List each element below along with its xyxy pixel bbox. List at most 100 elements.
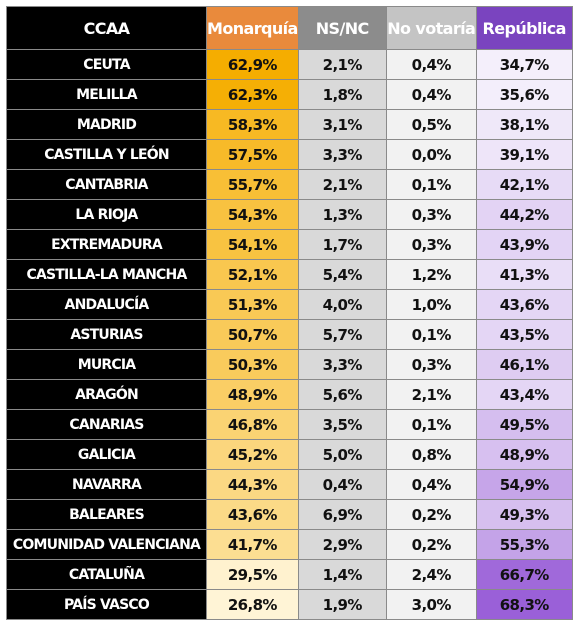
cell-republica: 54,9% xyxy=(475,469,573,500)
cell-ccaa: ASTURIAS xyxy=(6,319,207,350)
cell-monarquia: 52,1% xyxy=(206,259,299,290)
cell-republica: 66,7% xyxy=(475,559,573,590)
cell-monarquia: 62,3% xyxy=(206,79,299,110)
table-row: MADRID 58,3% 3,1% 0,5% 38,1% xyxy=(6,109,573,140)
cell-ccaa: CASTILLA-LA MANCHA xyxy=(6,259,207,290)
cell-no-votaria: 0,3% xyxy=(385,199,477,230)
cell-monarquia: 51,3% xyxy=(206,289,299,320)
cell-nsnc: 0,4% xyxy=(297,469,387,500)
cell-republica: 43,6% xyxy=(475,289,573,320)
table-row: CANTABRIA 55,7% 2,1% 0,1% 42,1% xyxy=(6,169,573,200)
header-ccaa: CCAA xyxy=(6,6,207,50)
cell-no-votaria: 0,2% xyxy=(385,499,477,530)
table-row: CASTILLA Y LEÓN 57,5% 3,3% 0,0% 39,1% xyxy=(6,139,573,170)
cell-ccaa: EXTREMADURA xyxy=(6,229,207,260)
cell-republica: 55,3% xyxy=(475,529,573,560)
table-row: MELILLA 62,3% 1,8% 0,4% 35,6% xyxy=(6,79,573,110)
cell-no-votaria: 2,4% xyxy=(385,559,477,590)
cell-republica: 41,3% xyxy=(475,259,573,290)
cell-ccaa: ANDALUCÍA xyxy=(6,289,207,320)
cell-ccaa: MELILLA xyxy=(6,79,207,110)
cell-nsnc: 3,1% xyxy=(297,109,387,140)
table-row: NAVARRA 44,3% 0,4% 0,4% 54,9% xyxy=(6,469,573,500)
cell-monarquia: 62,9% xyxy=(206,49,299,80)
cell-ccaa: CANTABRIA xyxy=(6,169,207,200)
cell-monarquia: 50,3% xyxy=(206,349,299,380)
cell-no-votaria: 3,0% xyxy=(385,589,477,620)
cell-monarquia: 57,5% xyxy=(206,139,299,170)
cell-nsnc: 6,9% xyxy=(297,499,387,530)
cell-ccaa: MURCIA xyxy=(6,349,207,380)
table-row: EXTREMADURA 54,1% 1,7% 0,3% 43,9% xyxy=(6,229,573,260)
cell-ccaa: NAVARRA xyxy=(6,469,207,500)
cell-ccaa: CEUTA xyxy=(6,49,207,80)
cell-monarquia: 26,8% xyxy=(206,589,299,620)
cell-republica: 43,4% xyxy=(475,379,573,410)
cell-monarquia: 45,2% xyxy=(206,439,299,470)
cell-monarquia: 29,5% xyxy=(206,559,299,590)
cell-no-votaria: 0,2% xyxy=(385,529,477,560)
cell-republica: 49,3% xyxy=(475,499,573,530)
results-table: CCAA Monarquía NS/NC No votaría Repúblic… xyxy=(6,6,573,620)
cell-no-votaria: 1,0% xyxy=(385,289,477,320)
cell-ccaa: BALEARES xyxy=(6,499,207,530)
cell-nsnc: 5,6% xyxy=(297,379,387,410)
table-body: CEUTA 62,9% 2,1% 0,4% 34,7% MELILLA 62,3% 1,8% 0… xyxy=(6,49,573,620)
cell-nsnc: 2,9% xyxy=(297,529,387,560)
cell-nsnc: 1,4% xyxy=(297,559,387,590)
table-row: CATALUÑA 29,5% 1,4% 2,4% 66,7% xyxy=(6,559,573,590)
table-row: PAÍS VASCO 26,8% 1,9% 3,0% 68,3% xyxy=(6,589,573,620)
cell-nsnc: 4,0% xyxy=(297,289,387,320)
cell-republica: 38,1% xyxy=(475,109,573,140)
cell-monarquia: 54,1% xyxy=(206,229,299,260)
table-row: CEUTA 62,9% 2,1% 0,4% 34,7% xyxy=(6,49,573,80)
table-row: CASTILLA-LA MANCHA 52,1% 5,4% 1,2% 41,3% xyxy=(6,259,573,290)
cell-monarquia: 44,3% xyxy=(206,469,299,500)
cell-republica: 42,1% xyxy=(475,169,573,200)
cell-nsnc: 3,3% xyxy=(297,139,387,170)
cell-republica: 46,1% xyxy=(475,349,573,380)
cell-republica: 48,9% xyxy=(475,439,573,470)
header-nsnc: NS/NC xyxy=(297,6,387,50)
cell-ccaa: CATALUÑA xyxy=(6,559,207,590)
cell-nsnc: 1,9% xyxy=(297,589,387,620)
cell-ccaa: ARAGÓN xyxy=(6,379,207,410)
cell-nsnc: 5,7% xyxy=(297,319,387,350)
cell-nsnc: 1,3% xyxy=(297,199,387,230)
cell-nsnc: 1,7% xyxy=(297,229,387,260)
cell-no-votaria: 0,3% xyxy=(385,349,477,380)
table-row: CANARIAS 46,8% 3,5% 0,1% 49,5% xyxy=(6,409,573,440)
table-row: ASTURIAS 50,7% 5,7% 0,1% 43,5% xyxy=(6,319,573,350)
cell-monarquia: 55,7% xyxy=(206,169,299,200)
cell-ccaa: MADRID xyxy=(6,109,207,140)
table-row: ARAGÓN 48,9% 5,6% 2,1% 43,4% xyxy=(6,379,573,410)
cell-republica: 49,5% xyxy=(475,409,573,440)
cell-republica: 68,3% xyxy=(475,589,573,620)
cell-no-votaria: 1,2% xyxy=(385,259,477,290)
cell-republica: 35,6% xyxy=(475,79,573,110)
cell-monarquia: 48,9% xyxy=(206,379,299,410)
cell-no-votaria: 0,1% xyxy=(385,169,477,200)
table-row: ANDALUCÍA 51,3% 4,0% 1,0% 43,6% xyxy=(6,289,573,320)
cell-no-votaria: 0,0% xyxy=(385,139,477,170)
cell-ccaa: CASTILLA Y LEÓN xyxy=(6,139,207,170)
cell-no-votaria: 0,1% xyxy=(385,319,477,350)
cell-nsnc: 2,1% xyxy=(297,49,387,80)
header-republica: República xyxy=(475,6,573,50)
cell-nsnc: 1,8% xyxy=(297,79,387,110)
cell-ccaa: CANARIAS xyxy=(6,409,207,440)
cell-nsnc: 5,0% xyxy=(297,439,387,470)
cell-ccaa: COMUNIDAD VALENCIANA xyxy=(6,529,207,560)
table-row: MURCIA 50,3% 3,3% 0,3% 46,1% xyxy=(6,349,573,380)
cell-republica: 43,5% xyxy=(475,319,573,350)
cell-monarquia: 54,3% xyxy=(206,199,299,230)
cell-ccaa: PAÍS VASCO xyxy=(6,589,207,620)
cell-republica: 43,9% xyxy=(475,229,573,260)
cell-no-votaria: 0,4% xyxy=(385,79,477,110)
header-no-votaria: No votaría xyxy=(385,6,477,50)
cell-nsnc: 5,4% xyxy=(297,259,387,290)
table-row: LA RIOJA 54,3% 1,3% 0,3% 44,2% xyxy=(6,199,573,230)
cell-republica: 44,2% xyxy=(475,199,573,230)
cell-ccaa: LA RIOJA xyxy=(6,199,207,230)
cell-nsnc: 3,3% xyxy=(297,349,387,380)
